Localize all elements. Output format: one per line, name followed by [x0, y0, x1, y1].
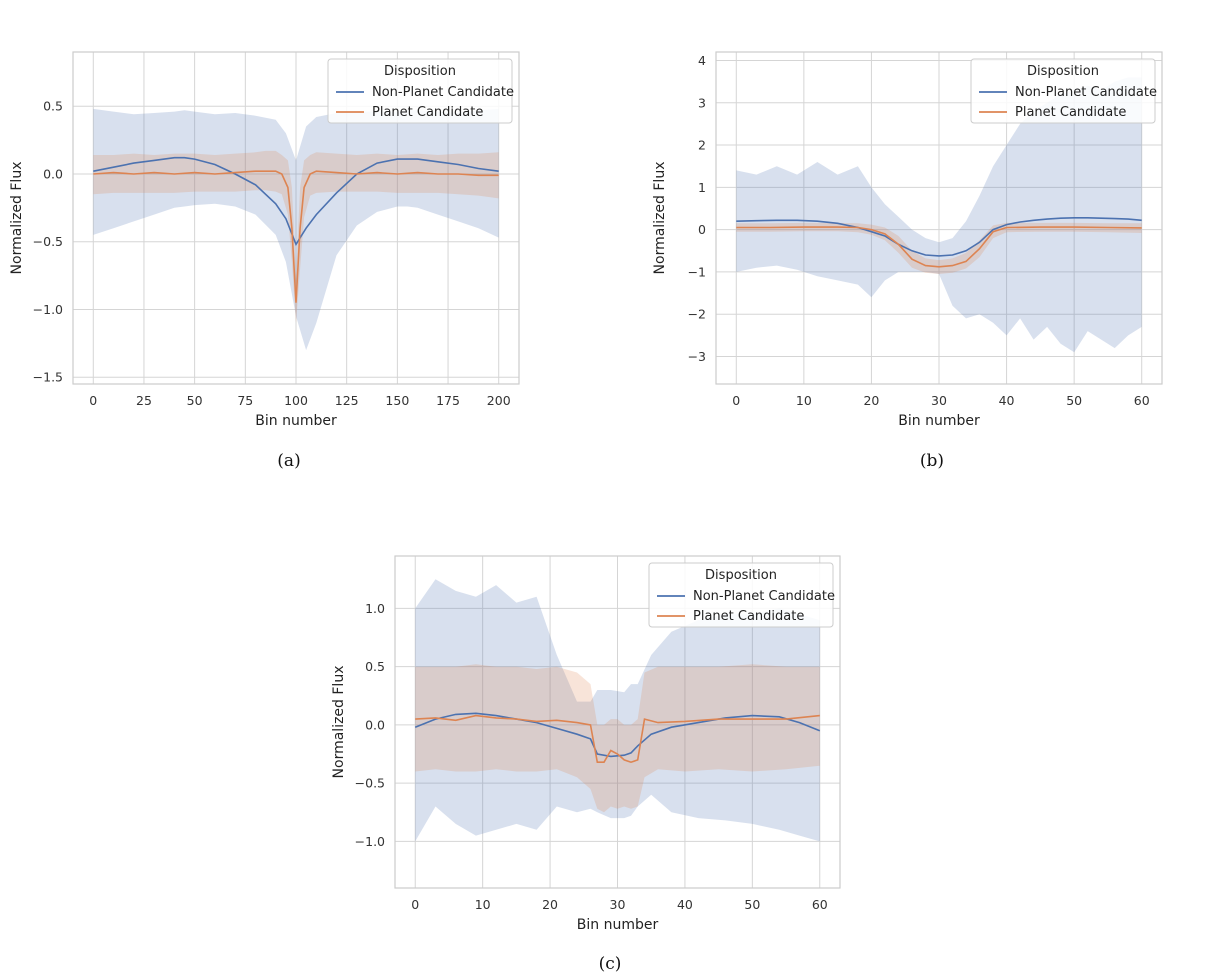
x-tick-label: 60	[1134, 393, 1150, 408]
y-tick-label: −1.0	[33, 302, 63, 317]
x-tick-label: 10	[475, 897, 491, 912]
legend: Disposition Non-Planet Candidate Planet Ca…	[970, 58, 1157, 124]
y-tick-label: 4	[698, 53, 706, 68]
y-axis-label: Normalized Flux	[331, 666, 347, 779]
x-tick-label: 50	[744, 897, 760, 912]
chart-panel-1: 0 25 50 75 100 125 150 175 200 −1.5 −1.0 −0.5 0.0 0.5…	[9, 51, 520, 471]
x-tick-label: 50	[187, 393, 203, 408]
legend-box	[648, 562, 834, 628]
legend-title: Disposition	[1027, 64, 1099, 79]
legend-label-non-planet: Non-Planet Candidate	[1015, 85, 1157, 100]
chart-panel-3: 0 10 20 30 40 50 60 −1.0 −0.5 0.0 0.5 1.0 Bin number…	[331, 555, 841, 974]
x-tick-label: 40	[999, 393, 1015, 408]
x-tick-label: 0	[411, 897, 419, 912]
confidence-band-planet	[415, 664, 820, 813]
plot-frame	[715, 51, 1163, 385]
x-tick-label: 20	[863, 393, 879, 408]
x-tick-label: 100	[284, 393, 308, 408]
x-tick-label: 40	[677, 897, 693, 912]
mean-line-non-planet	[93, 156, 499, 247]
x-tick-label: 50	[1066, 393, 1082, 408]
mean-line-planet	[93, 170, 499, 303]
legend-label-planet: Planet Candidate	[693, 609, 804, 624]
y-tick-label: 1.0	[365, 601, 385, 616]
x-tick-label: 0	[732, 393, 740, 408]
confidence-band-non-planet	[93, 108, 499, 351]
y-tick-label: −0.5	[355, 776, 385, 791]
y-axis-label: Normalized Flux	[9, 162, 25, 275]
y-tick-label: 2	[698, 138, 706, 153]
y-tick-label: 0.5	[43, 99, 63, 114]
y-tick-label: 3	[698, 95, 706, 110]
legend-label-non-planet: Non-Planet Candidate	[372, 85, 514, 100]
x-axis-label: Bin number	[255, 413, 337, 429]
y-tick-label: −3	[688, 349, 706, 364]
y-tick-label: −1	[688, 264, 706, 279]
x-tick-label: 30	[610, 897, 626, 912]
x-tick-label: 10	[796, 393, 812, 408]
chart-panel-2: 0 10 20 30 40 50 60 −3 −2 −1 0 1 2 3 4 Bin number Normal…	[652, 51, 1163, 471]
legend: Disposition Non-Planet Candidate Planet Ca…	[648, 562, 835, 628]
confidence-band-non-planet	[415, 579, 820, 842]
y-tick-label: 0.0	[43, 166, 63, 181]
x-tick-label: 125	[335, 393, 359, 408]
y-tick-label: 0.0	[365, 717, 385, 732]
mean-line-planet	[736, 226, 1142, 268]
x-tick-label: 30	[931, 393, 947, 408]
plot-frame	[394, 555, 841, 889]
legend-box	[327, 58, 513, 124]
mean-line-non-planet	[414, 712, 821, 758]
legend-label-non-planet: Non-Planet Candidate	[693, 589, 835, 604]
y-tick-label: −2	[688, 307, 706, 322]
figure-caption: (c)	[599, 954, 622, 974]
legend-label-planet: Planet Candidate	[1015, 105, 1126, 120]
mean-line-non-planet	[736, 217, 1142, 257]
legend-label-planet: Planet Candidate	[372, 105, 483, 120]
x-axis-label: Bin number	[577, 917, 659, 933]
x-tick-label: 60	[812, 897, 828, 912]
y-tick-label: 0	[698, 222, 706, 237]
legend-title: Disposition	[384, 64, 456, 79]
y-axis-label: Normalized Flux	[652, 162, 668, 275]
legend: Disposition Non-Planet Candidate Planet Ca…	[327, 58, 514, 124]
y-tick-label: −1.5	[33, 370, 63, 385]
legend-box	[970, 58, 1156, 124]
x-tick-label: 0	[89, 393, 97, 408]
legend-title: Disposition	[705, 568, 777, 583]
x-tick-label: 175	[436, 393, 460, 408]
figure-caption: (b)	[920, 451, 944, 471]
x-tick-label: 75	[237, 393, 253, 408]
y-tick-label: −0.5	[33, 234, 63, 249]
y-tick-label: 1	[698, 180, 706, 195]
figure-caption: (a)	[277, 451, 300, 471]
mean-line-planet	[415, 714, 820, 764]
x-tick-label: 25	[136, 393, 152, 408]
confidence-band-non-planet	[736, 77, 1142, 353]
x-tick-label: 20	[542, 897, 558, 912]
y-tick-label: −1.0	[355, 834, 385, 849]
x-tick-label: 200	[487, 393, 511, 408]
y-tick-label: 0.5	[365, 659, 385, 674]
plot-frame	[72, 51, 520, 385]
x-tick-label: 150	[385, 393, 409, 408]
x-axis-label: Bin number	[898, 413, 980, 429]
